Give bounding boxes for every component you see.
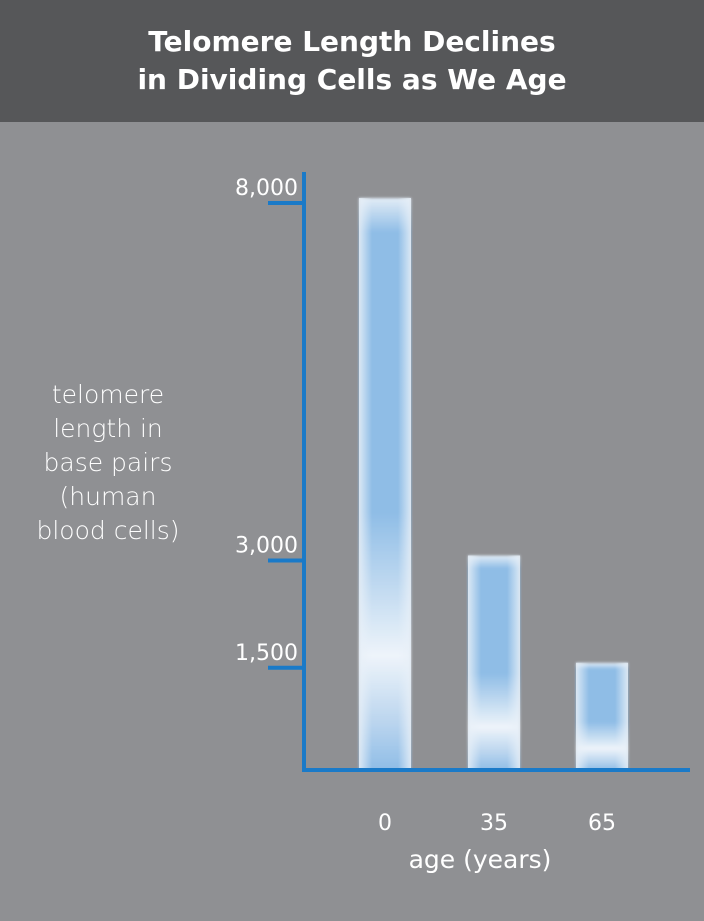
y-axis-label-line: telomere — [51, 380, 165, 409]
x-axis-label: age (years) — [408, 845, 552, 874]
y-axis-label-line: length in — [53, 414, 163, 443]
chart-title-line-2: in Dividing Cells as We Age — [137, 63, 567, 96]
y-tick-label: 3,000 — [235, 534, 298, 559]
y-axis-label-line: (human — [59, 482, 157, 511]
y-tick-label: 8,000 — [235, 176, 298, 201]
y-axis-label: telomere length in base pairs (human blo… — [20, 378, 196, 548]
x-tick-label: 65 — [588, 811, 616, 836]
y-axis-label-line: blood cells) — [36, 516, 180, 545]
bar-highlight — [576, 662, 628, 770]
x-tick-label: 0 — [378, 811, 392, 836]
chart-title-line-1: Telomere Length Declines — [148, 25, 556, 58]
y-tick-label: 1,500 — [235, 641, 298, 666]
x-tick-label: 35 — [480, 811, 508, 836]
bar-highlight — [359, 198, 411, 770]
bar-highlight — [468, 555, 520, 770]
chart-title-banner: Telomere Length Declines in Dividing Cel… — [0, 0, 704, 122]
y-axis-label-line: base pairs — [43, 448, 173, 477]
